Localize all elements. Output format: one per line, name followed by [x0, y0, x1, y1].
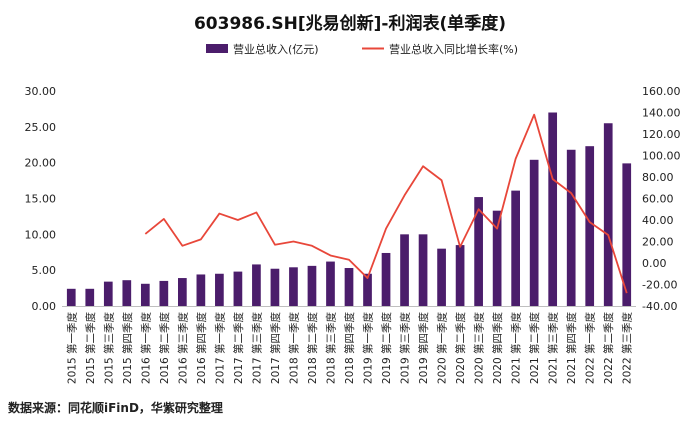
x-tick-label: 2017 第三季度 — [250, 312, 263, 385]
bar — [122, 280, 132, 306]
bar — [326, 261, 335, 306]
x-tick-label: 2020 第四季度 — [491, 312, 504, 385]
legend: 营业总收入(亿元) 营业总收入同比增长率(%) — [206, 42, 518, 56]
x-tick-label: 2018 第二季度 — [306, 312, 319, 385]
bar — [252, 264, 261, 306]
x-tick-label: 2016 第一季度 — [139, 312, 152, 385]
x-tick-label: 2015 第二季度 — [84, 312, 97, 385]
x-tick-label: 2017 第一季度 — [213, 312, 226, 385]
bar — [289, 267, 298, 306]
chart-title: 603986.SH[兆易创新]-利润表(单季度) — [193, 14, 507, 34]
right-tick-label: 160.00 — [642, 85, 681, 98]
x-tick-label: 2019 第三季度 — [399, 312, 412, 385]
x-tick-label: 2021 第三季度 — [547, 312, 560, 385]
bar — [270, 268, 280, 306]
legend-bar-label: 营业总收入(亿元) — [233, 42, 319, 56]
bar — [159, 280, 169, 306]
x-tick-label: 2017 第二季度 — [232, 312, 245, 385]
legend-line-label: 营业总收入同比增长率(%) — [389, 42, 518, 56]
right-tick-label: 60.00 — [642, 193, 674, 206]
right-tick-label: 20.00 — [642, 236, 674, 249]
source-note: 数据来源：同花顺iFinD，华紫研究整理 — [8, 401, 223, 415]
bar — [66, 288, 76, 306]
x-tick-label: 2015 第一季度 — [65, 312, 78, 385]
x-tick-label: 2022 第二季度 — [602, 312, 615, 385]
bar — [140, 283, 150, 306]
bar — [622, 163, 632, 306]
left-tick-label: 5.00 — [32, 264, 57, 277]
bar — [511, 190, 520, 306]
right-tick-label: -40.00 — [642, 300, 677, 313]
bar — [103, 281, 113, 306]
bar — [344, 268, 354, 306]
bar — [178, 278, 187, 306]
x-tick-label: 2022 第三季度 — [621, 312, 634, 385]
x-tick-label: 2021 第四季度 — [565, 312, 578, 385]
x-tick-label: 2019 第四季度 — [417, 312, 430, 385]
bar — [381, 252, 391, 306]
x-tick-label: 2015 第三季度 — [102, 312, 115, 385]
x-tick-label: 2018 第三季度 — [324, 312, 337, 385]
x-tick-label: 2018 第四季度 — [343, 312, 356, 385]
right-tick-label: 80.00 — [642, 171, 674, 184]
left-tick-label: 25.00 — [25, 121, 57, 134]
right-tick-label: 40.00 — [642, 214, 674, 227]
bar — [307, 265, 317, 306]
left-tick-label: 10.00 — [25, 228, 57, 241]
bar — [363, 273, 372, 306]
bar — [455, 245, 465, 306]
bar — [474, 197, 483, 306]
x-tick-label: 2019 第二季度 — [380, 312, 393, 385]
right-tick-label: 140.00 — [642, 107, 681, 120]
axes: 0.00 5.00 10.00 15.00 20.00 25.00 30.00 -40.00 -… — [25, 85, 681, 313]
x-tick-label: 2015 第四季度 — [121, 312, 134, 385]
left-tick-label: 20.00 — [25, 157, 57, 170]
bar — [196, 274, 206, 306]
bar — [603, 123, 613, 306]
left-tick-label: 0.00 — [32, 300, 57, 313]
bar — [437, 248, 446, 306]
bar — [585, 146, 595, 306]
x-tick-label: 2021 第一季度 — [510, 312, 523, 385]
bar — [233, 271, 243, 306]
bar — [215, 273, 224, 306]
x-tick-label: 2017 第四季度 — [269, 312, 282, 385]
x-tick-label: 2016 第二季度 — [158, 312, 171, 385]
x-tick-label: 2021 第二季度 — [528, 312, 541, 385]
right-tick-label: 0.00 — [642, 257, 667, 270]
left-tick-label: 30.00 — [25, 85, 57, 98]
bar — [400, 234, 409, 306]
bar — [529, 159, 539, 306]
right-tick-label: 100.00 — [642, 150, 681, 163]
line-series — [144, 113, 628, 294]
x-tick-label: 2016 第四季度 — [195, 312, 208, 385]
left-tick-label: 15.00 — [25, 193, 57, 206]
x-axis-labels: 2015 第一季度 2015 第二季度 2015 第三季度 2015 第四季度 2016… — [65, 312, 633, 385]
bar — [418, 234, 428, 306]
bar-series — [66, 112, 632, 306]
x-tick-label: 2022 第一季度 — [584, 312, 597, 385]
bar — [492, 210, 502, 306]
x-tick-label: 2019 第一季度 — [362, 312, 375, 385]
bar — [85, 288, 95, 306]
right-tick-label: 120.00 — [642, 128, 681, 141]
legend-bar-swatch — [206, 44, 228, 53]
right-tick-label: -20.00 — [642, 279, 677, 292]
x-tick-label: 2020 第一季度 — [436, 312, 449, 385]
bar — [566, 149, 576, 306]
x-tick-label: 2020 第二季度 — [454, 312, 467, 385]
bar — [548, 112, 558, 306]
x-tick-label: 2016 第三季度 — [176, 312, 189, 385]
x-tick-label: 2018 第一季度 — [287, 312, 300, 385]
x-tick-label: 2020 第三季度 — [473, 312, 486, 385]
